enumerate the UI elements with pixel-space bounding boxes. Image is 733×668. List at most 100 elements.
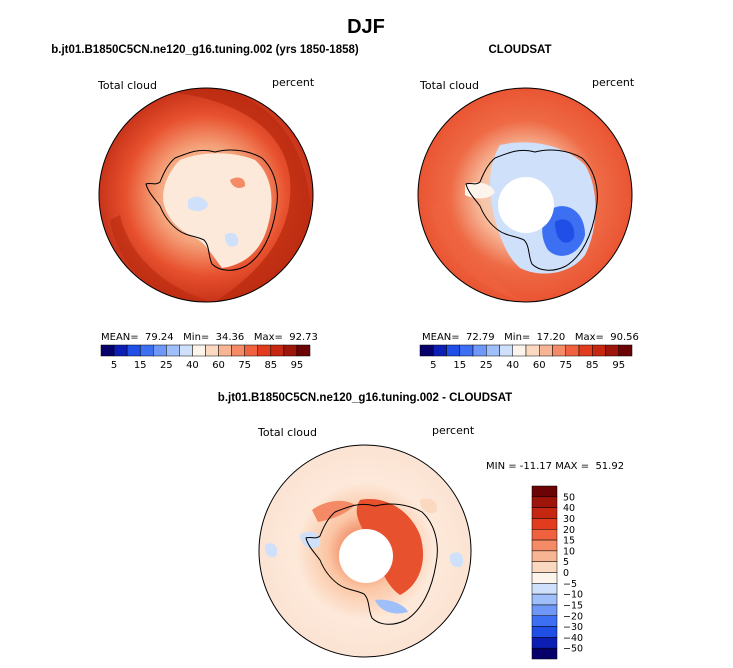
panel-difference-data-gap — [339, 529, 393, 583]
panel-difference-colorbar-tick-label: 40 — [563, 503, 575, 514]
panel-model-colorbar-swatch — [270, 344, 285, 357]
panel-cloudsat-colorbar-tick-label: 85 — [586, 360, 599, 371]
panel-model-left-label: Total cloud — [97, 79, 157, 92]
panel-cloudsat-colorbar-swatch — [605, 344, 619, 357]
panel-model-map-border — [98, 87, 314, 303]
panel-difference-coastline — [305, 503, 438, 625]
panel-model-colorbar-swatch — [231, 344, 245, 357]
panel-model-colorbar-swatch — [218, 344, 232, 357]
panel-model: b.jt01.B1850C5CN.ne120_g16.tuning.002 (y… — [51, 44, 359, 371]
panel-model-colorbar-swatch — [153, 344, 167, 357]
panel-cloudsat-right-label: percent — [592, 76, 635, 89]
panel-difference-colorbar-swatch — [531, 485, 558, 498]
panel-difference-colorbar-tick-label: 0 — [563, 568, 569, 579]
panel-model-colorbar-swatch — [179, 344, 193, 357]
panel-cloudsat-colorbar-swatch — [446, 344, 460, 357]
panel-cloudsat-title: CLOUDSAT — [488, 44, 551, 56]
panel-cloudsat-colorbar-tick-label: 60 — [533, 360, 546, 371]
panel-difference-colorbar-swatch — [531, 604, 558, 616]
panel-model-colorbar-swatch — [126, 344, 141, 357]
panel-difference-colorbar-tick-label: −50 — [563, 644, 583, 655]
panel-difference-colorbar-tick-label: 10 — [563, 546, 575, 557]
panel-difference-colorbar-swatch — [531, 561, 558, 573]
panel-cloudsat-colorbar-swatch — [419, 344, 434, 357]
panel-cloudsat-colorbar: 5 15 25 40 60 75 85 95 — [419, 344, 633, 371]
panel-model-colorbar-swatch — [192, 344, 206, 357]
panel-cloudsat-colorbar-swatch — [472, 344, 487, 357]
panel-cloudsat-colorbar-swatch — [525, 344, 540, 357]
panel-model-stats: MEAN= 79.24 Min= 34.36 Max= 92.73 — [101, 332, 318, 343]
panel-model-colorbar-swatch — [296, 344, 311, 357]
panel-difference-colorbar-swatch — [531, 550, 558, 562]
panel-difference-colorbar-swatch — [531, 572, 558, 584]
panel-difference-left-label: Total cloud — [257, 426, 317, 439]
panel-model-coastline — [145, 149, 278, 271]
panel-cloudsat-map-border — [417, 87, 633, 303]
panel-difference-colorbar-tick-label: 30 — [563, 514, 575, 525]
panel-cloudsat: CLOUDSAT Total cloud percent MEAN= 72.79… — [417, 44, 639, 371]
panel-model-colorbar-tick-label: 60 — [212, 360, 225, 371]
panel-cloudsat-colorbar-swatch — [539, 344, 553, 357]
panel-cloudsat-colorbar-tick-label: 75 — [559, 360, 572, 371]
panel-model-map — [99, 88, 313, 302]
panel-cloudsat-colorbar-tick-label: 40 — [506, 360, 519, 371]
panel-model-colorbar-tick-label: 40 — [186, 360, 199, 371]
panel-cloudsat-colorbar-swatch — [499, 344, 513, 357]
panel-cloudsat-colorbar-swatch — [592, 344, 606, 357]
panel-difference-colorbar-tick-label: −40 — [563, 633, 583, 644]
panel-difference-title: b.jt01.B1850C5CN.ne120_g16.tuning.002 - … — [218, 392, 512, 404]
panel-difference-colorbar-tick-label: −20 — [563, 611, 583, 622]
page-title: DJF — [347, 16, 385, 38]
panel-difference-colorbar-tick-label: −30 — [563, 622, 583, 633]
panel-model-colorbar-swatch — [139, 344, 154, 357]
panel-model-title: b.jt01.B1850C5CN.ne120_g16.tuning.002 (y… — [51, 44, 359, 56]
panel-model-colorbar-tick-label: 5 — [111, 360, 117, 371]
panel-difference-colorbar-tick-label: 20 — [563, 525, 575, 536]
panel-cloudsat-colorbar-swatch — [486, 344, 500, 357]
panel-cloudsat-colorbar-tick-label: 5 — [430, 360, 436, 371]
panel-model-colorbar-swatch — [257, 344, 272, 357]
panel-difference-colorbar-swatch — [531, 496, 558, 508]
panel-difference-colorbar-swatch — [531, 539, 558, 552]
panel-model-colorbar-tick-label: 95 — [291, 360, 304, 371]
panel-difference-right-label: percent — [432, 424, 475, 437]
panel-cloudsat-colorbar-swatch — [552, 344, 566, 357]
panel-model-colorbar-swatch — [283, 344, 298, 357]
panel-difference-colorbar-tick-label: 15 — [563, 536, 575, 547]
panel-model-colorbar-swatch — [100, 344, 115, 357]
panel-difference-stats: MIN = -11.17 MAX = 51.92 — [486, 461, 624, 472]
panel-difference-colorbar-swatch — [531, 615, 558, 627]
panel-difference-colorbar-swatch — [531, 507, 558, 519]
panel-difference-colorbar-tick-label: 5 — [563, 557, 569, 568]
panel-difference-colorbar-tick-label: −15 — [563, 600, 583, 611]
panel-cloudsat-data-gap — [498, 177, 554, 233]
panel-model-colorbar-tick-label: 75 — [238, 360, 251, 371]
panel-model-colorbar-tick-label: 85 — [264, 360, 277, 371]
panel-model-colorbar-tick-label: 25 — [160, 360, 173, 371]
panel-model-colorbar: 5 15 25 40 60 75 85 95 — [100, 344, 311, 371]
panel-cloudsat-colorbar-swatch — [578, 344, 593, 357]
panel-cloudsat-colorbar-swatch — [565, 344, 580, 357]
panel-model-colorbar-swatch — [113, 344, 128, 357]
panel-cloudsat-colorbar-swatch — [459, 344, 474, 357]
panel-difference-colorbar-swatch — [531, 529, 558, 541]
panel-difference-colorbar-swatch — [531, 626, 558, 638]
panel-difference: b.jt01.B1850C5CN.ne120_g16.tuning.002 - … — [218, 392, 624, 660]
panel-cloudsat-colorbar-swatch — [512, 344, 527, 357]
panel-model-colorbar-tick-label: 15 — [134, 360, 147, 371]
panel-model-right-label: percent — [272, 76, 315, 89]
panel-difference-colorbar-swatch — [531, 518, 558, 530]
panel-model-colorbar-swatch — [205, 344, 219, 357]
panel-difference-colorbar-tick-label: −5 — [563, 579, 577, 590]
panel-difference-colorbar-swatch — [531, 647, 558, 660]
panel-cloudsat-left-label: Total cloud — [419, 79, 479, 92]
panel-cloudsat-colorbar-tick-label: 25 — [480, 360, 493, 371]
panel-cloudsat-colorbar-swatch — [618, 344, 633, 357]
panel-cloudsat-coastline — [465, 149, 598, 271]
panel-cloudsat-colorbar-tick-label: 95 — [612, 360, 625, 371]
panel-difference-colorbar-tick-label: −10 — [563, 590, 583, 601]
panel-cloudsat-colorbar-tick-label: 15 — [453, 360, 466, 371]
panel-difference-colorbar-swatch — [531, 583, 558, 595]
panel-difference-colorbar-swatch — [531, 593, 558, 606]
